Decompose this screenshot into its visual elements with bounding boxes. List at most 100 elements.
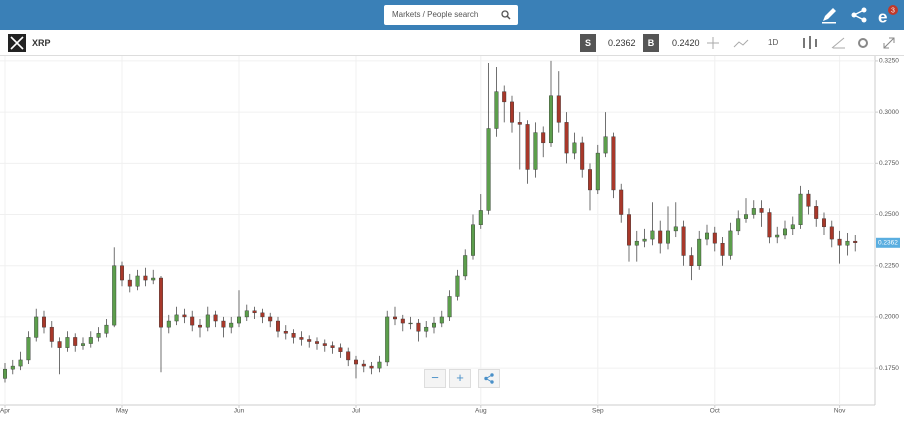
y-tick-label: 0.1750 [879, 365, 899, 372]
candle-body [42, 316, 47, 328]
candle-body [361, 363, 366, 367]
candle-body [10, 365, 15, 370]
chart-type-tool[interactable] [803, 36, 817, 49]
candle-body [393, 316, 398, 320]
candle-body [330, 345, 335, 348]
candle-body [416, 322, 421, 332]
x-tick-label: Sep [592, 408, 604, 415]
candle-body [728, 230, 733, 256]
settings-tool[interactable] [858, 38, 868, 48]
candle-body [829, 226, 834, 240]
candle-body [572, 142, 577, 154]
candle-body [478, 210, 483, 225]
x-tick-label: May [116, 408, 129, 415]
candle-body [681, 226, 686, 256]
buy-price: 0.2420 [672, 38, 700, 48]
candle-body [744, 214, 749, 219]
candle-body [385, 316, 390, 363]
candle-body [229, 322, 234, 328]
candle-body [486, 128, 491, 211]
candle-body [642, 238, 647, 242]
candle-body [564, 122, 569, 154]
sell-button[interactable]: S [580, 34, 596, 52]
candle-body [400, 318, 405, 324]
candle-body [26, 337, 31, 361]
candle-body [112, 265, 117, 326]
candle-body [611, 136, 616, 191]
candle-body [790, 224, 795, 230]
candle-body [775, 234, 780, 238]
interval[interactable]: 1D [768, 38, 778, 47]
candle-body [291, 333, 296, 338]
candle-body [541, 132, 546, 144]
x-tick-label: Apr [0, 408, 11, 415]
last-price-tag [876, 237, 900, 248]
candle-body [166, 320, 171, 328]
candle-body [354, 359, 359, 365]
candle-body [322, 343, 327, 346]
candle-body [759, 208, 764, 213]
candle-body [174, 314, 179, 322]
candle-body [143, 275, 148, 281]
candle-body [712, 232, 717, 244]
candle-body [119, 265, 124, 281]
candle-body [689, 255, 694, 266]
candle-body [65, 337, 70, 348]
search-icon [501, 10, 511, 20]
candle-body [525, 124, 530, 170]
candle-body [197, 324, 202, 328]
search-box[interactable]: Markets / People search [384, 5, 518, 25]
candle-body [3, 368, 7, 379]
zoom-controls: − + [424, 369, 500, 388]
toolbar: XRP S 0.2362 B 0.2420 1D [0, 30, 904, 56]
candle-body [658, 230, 663, 244]
candle-body [221, 320, 226, 328]
candle-body [408, 322, 413, 325]
candle-body [595, 152, 600, 191]
y-tick-label: 0.3000 [879, 109, 899, 116]
zoom-out[interactable]: − [424, 369, 446, 388]
candle-body [767, 212, 772, 238]
x-tick-label: Oct [710, 408, 720, 415]
edit-icon[interactable] [820, 6, 838, 24]
candle-body [96, 333, 101, 338]
share-chart[interactable] [478, 369, 500, 388]
compare-tool[interactable] [733, 39, 749, 48]
candle-body [806, 193, 811, 207]
draw-tool[interactable] [831, 37, 845, 49]
candle-body [80, 343, 85, 346]
candle-body [822, 218, 827, 228]
sell-price: 0.2362 [608, 38, 636, 48]
candle-body [650, 230, 655, 240]
candle-body [346, 351, 351, 361]
fullscreen-tool[interactable] [883, 37, 895, 49]
candle-body [798, 193, 803, 225]
candle-body [697, 238, 702, 266]
crosshair-tool[interactable] [707, 37, 719, 49]
candle-body [588, 169, 593, 191]
zoom-in[interactable]: + [449, 369, 471, 388]
candle-body [236, 316, 241, 324]
candle-body [276, 320, 281, 332]
y-tick-label: 0.2000 [879, 314, 899, 321]
candle-body [502, 91, 507, 103]
candle-body [182, 314, 187, 318]
buy-button[interactable]: B [643, 34, 659, 52]
share-icon[interactable] [850, 6, 868, 24]
candle-body [432, 322, 437, 328]
candle-body [268, 316, 273, 322]
candle-body [837, 238, 842, 246]
candle-body [127, 279, 132, 287]
candle-body [517, 122, 522, 125]
candle-body [369, 365, 374, 369]
candle-body [104, 324, 109, 334]
candle-body [471, 224, 476, 256]
candle-body [57, 341, 62, 348]
candle-body [673, 226, 678, 232]
candle-body [190, 316, 195, 326]
chart-tools: 1D [707, 36, 895, 49]
candle-body [244, 310, 249, 318]
candle-body [49, 326, 54, 342]
